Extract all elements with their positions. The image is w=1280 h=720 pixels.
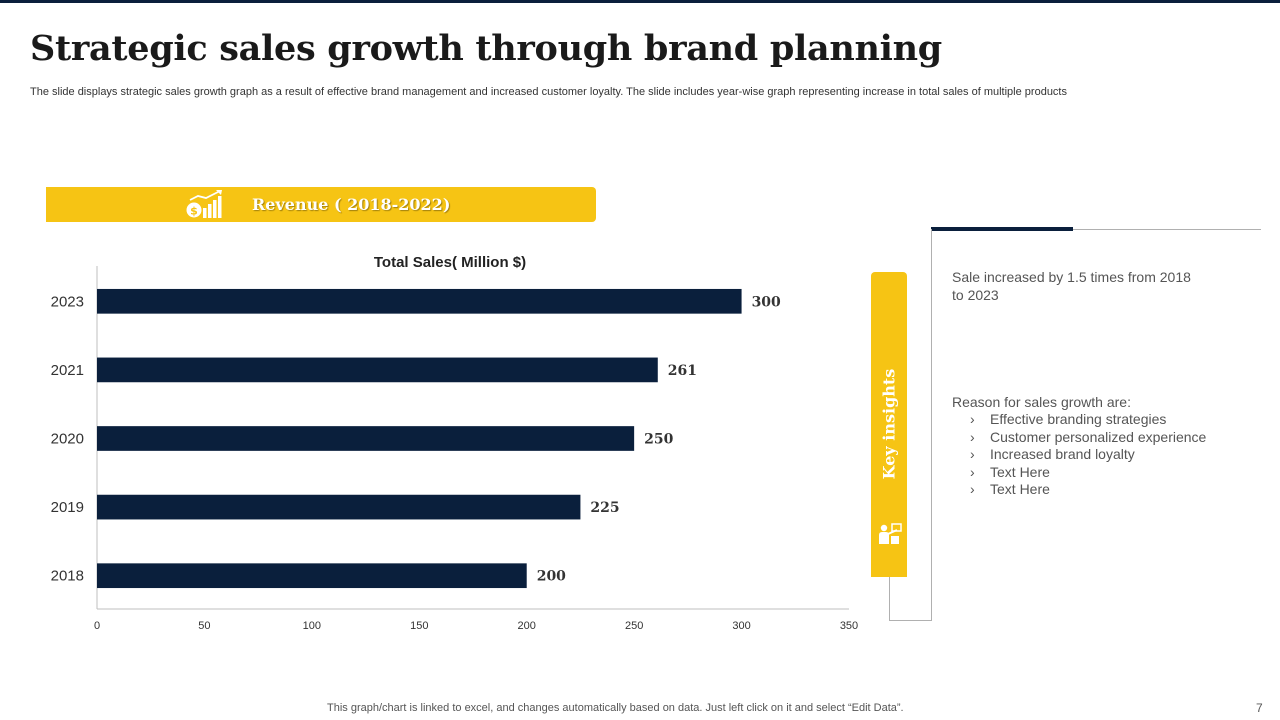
reason-text: Increased brand loyalty xyxy=(990,446,1135,463)
data-label-2020: 250 xyxy=(644,432,673,448)
x-tick-label-250: 250 xyxy=(625,620,643,632)
chart-title: Total Sales( Million $) xyxy=(374,254,526,271)
reasons-list: › Effective branding strategies › Customer… xyxy=(970,411,1230,499)
insight-divider-accent xyxy=(931,227,1073,231)
x-tick-label-200: 200 xyxy=(518,620,536,632)
bar-2019 xyxy=(97,494,581,520)
category-label-2019: 2019 xyxy=(51,499,84,516)
footnote: This graph/chart is linked to excel, and… xyxy=(327,702,904,714)
chevron-right-icon: › xyxy=(970,411,975,427)
insight-frame-vertical xyxy=(931,229,932,621)
insight-frame-bottom xyxy=(889,620,932,621)
category-label-2020: 2020 xyxy=(51,431,84,448)
x-tick-label-50: 50 xyxy=(198,620,210,632)
list-item: › Text Here xyxy=(970,464,1230,482)
reason-text: Customer personalized experience xyxy=(990,428,1207,445)
x-tick-label-300: 300 xyxy=(732,620,750,632)
data-label-2019: 225 xyxy=(590,500,619,516)
x-tick-label-100: 100 xyxy=(303,620,321,632)
chevron-right-icon: › xyxy=(970,463,975,480)
presenter-icon xyxy=(879,523,902,544)
key-insights-panel: Key insights xyxy=(871,272,907,577)
category-label-2018: 2018 xyxy=(51,568,84,585)
data-label-2018: 200 xyxy=(537,569,566,585)
reasons-title: Reason for sales growth are: xyxy=(952,394,1131,410)
data-label-2021: 261 xyxy=(668,363,697,379)
top-accent-line xyxy=(0,0,1280,3)
page-subtitle: The slide displays strategic sales growt… xyxy=(30,86,1067,98)
insight-frame-left xyxy=(889,577,890,621)
total-sales-bar-chart: Total Sales( Million $) 300261250225200 … xyxy=(51,254,859,632)
bar-2021 xyxy=(97,357,658,383)
reason-text: Text Here xyxy=(990,481,1050,498)
x-tick-label-350: 350 xyxy=(840,620,858,632)
x-tick-label-0: 0 xyxy=(94,620,100,632)
chevron-right-icon: › xyxy=(970,446,975,463)
list-item: › Customer personalized experience xyxy=(970,429,1230,447)
chevron-right-icon: › xyxy=(970,481,975,498)
reason-text: Text Here xyxy=(990,463,1050,480)
x-tick-label-150: 150 xyxy=(410,620,428,632)
insight-text: Sale increased by 1.5 times from 2018 to… xyxy=(952,269,1191,303)
list-item: › Text Here xyxy=(970,481,1230,499)
money-growth-chart-icon: $ xyxy=(186,190,222,218)
reason-text: Effective branding strategies xyxy=(990,411,1167,427)
svg-text:$: $ xyxy=(190,205,198,218)
page-title: Strategic sales growth through brand pla… xyxy=(30,28,942,69)
revenue-banner-label: Revenue ( 2018-2022) xyxy=(252,195,451,214)
insight-divider-line xyxy=(1073,229,1261,230)
list-item: › Effective branding strategies xyxy=(970,411,1230,429)
category-label-2023: 2023 xyxy=(51,293,84,310)
category-label-2021: 2021 xyxy=(51,362,84,379)
page-number: 7 xyxy=(1256,701,1263,715)
list-item: › Increased brand loyalty xyxy=(970,446,1230,464)
bar-2020 xyxy=(97,426,635,451)
bar-2023 xyxy=(97,288,742,314)
bar-2018 xyxy=(97,563,527,589)
chevron-right-icon: › xyxy=(970,428,975,445)
data-label-2023: 300 xyxy=(752,294,781,310)
revenue-banner: $ Revenue ( 2018-2022) xyxy=(46,187,596,222)
key-insights-label: Key insights xyxy=(879,368,899,480)
